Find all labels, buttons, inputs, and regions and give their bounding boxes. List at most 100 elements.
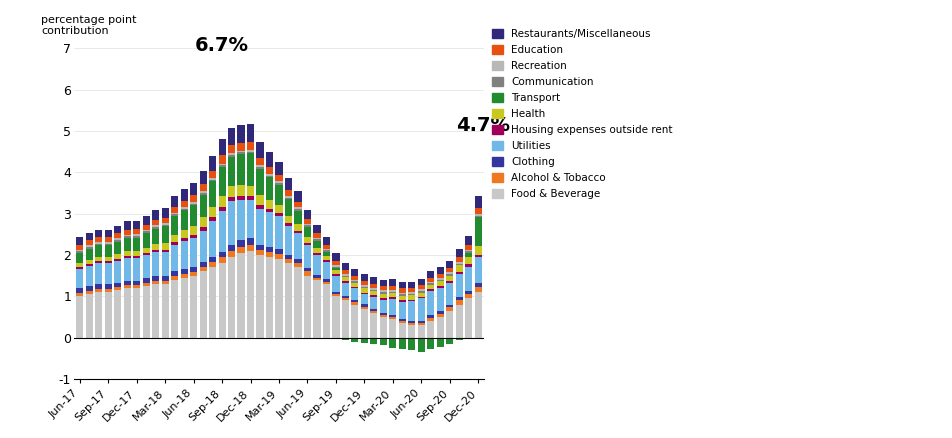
Bar [418,289,425,291]
Bar [418,338,425,352]
Bar [76,237,83,244]
Bar [209,181,216,207]
Bar [313,255,321,275]
Bar [370,291,378,296]
Bar [133,256,140,258]
Bar [380,338,387,345]
Bar [247,152,254,153]
Bar [247,238,254,244]
Bar [456,265,463,272]
Bar [162,226,169,243]
Bar [209,207,216,217]
Bar [332,265,340,266]
Bar [247,196,254,201]
Bar [152,244,159,251]
Bar [466,244,472,250]
Bar [351,281,359,283]
Legend: Restaurants/Miscellaneous, Education, Recreation, Communication, Transport, Heal: Restaurants/Miscellaneous, Education, Re… [488,25,677,203]
Bar [304,268,311,272]
Bar [389,317,396,319]
Bar [389,292,396,293]
Bar [427,283,434,285]
Bar [323,282,330,284]
Bar [162,225,169,226]
Bar [437,317,444,338]
Bar [313,233,321,237]
Bar [380,300,387,313]
Bar [190,205,197,226]
Bar [418,297,425,298]
Bar [143,225,149,230]
Bar [190,238,197,267]
Bar [304,272,311,276]
Bar [475,208,482,214]
Bar [228,257,235,338]
Bar [209,156,216,171]
Bar [152,251,159,252]
Bar [361,294,368,304]
Bar [200,217,207,227]
Bar [313,248,321,253]
Bar [105,257,111,261]
Bar [427,338,434,349]
Bar [456,272,463,274]
Bar [124,238,130,251]
Bar [380,280,387,286]
Bar [228,157,235,187]
Bar [143,253,149,255]
Bar [171,213,178,215]
Bar [114,287,121,290]
Bar [152,227,159,229]
Bar [408,301,415,321]
Bar [114,290,121,338]
Bar [342,283,349,296]
Bar [133,234,140,236]
Bar [256,195,264,205]
Bar [351,304,359,338]
Bar [446,283,453,305]
Bar [427,285,434,289]
Bar [209,221,216,258]
Bar [285,178,292,190]
Bar [294,233,302,259]
Bar [209,267,216,338]
Bar [237,185,245,196]
Bar [313,253,321,255]
Bar [228,155,235,157]
Bar [408,338,415,350]
Bar [228,201,235,244]
Bar [475,254,482,258]
Bar [162,208,169,218]
Bar [181,269,188,274]
Bar [181,207,188,208]
Bar [475,214,482,215]
Bar [124,251,130,256]
Bar [105,242,111,244]
Bar [475,246,482,254]
Bar [446,281,453,283]
Bar [466,294,472,298]
Bar [228,128,235,145]
Bar [437,288,444,311]
Bar [124,258,130,281]
Bar [294,224,302,230]
Bar [437,314,444,317]
Bar [219,164,226,165]
Bar [237,196,245,200]
Bar [200,194,207,217]
Bar [437,280,444,281]
Bar [190,202,197,204]
Bar [152,281,159,284]
Bar [114,242,121,254]
Bar [408,323,415,325]
Bar [219,155,226,164]
Bar [380,317,387,338]
Bar [275,185,283,205]
Bar [95,237,102,242]
Bar [466,257,472,265]
Bar [323,251,330,252]
Bar [266,212,273,247]
Bar [275,175,283,181]
Bar [266,176,273,177]
Bar [200,272,207,338]
